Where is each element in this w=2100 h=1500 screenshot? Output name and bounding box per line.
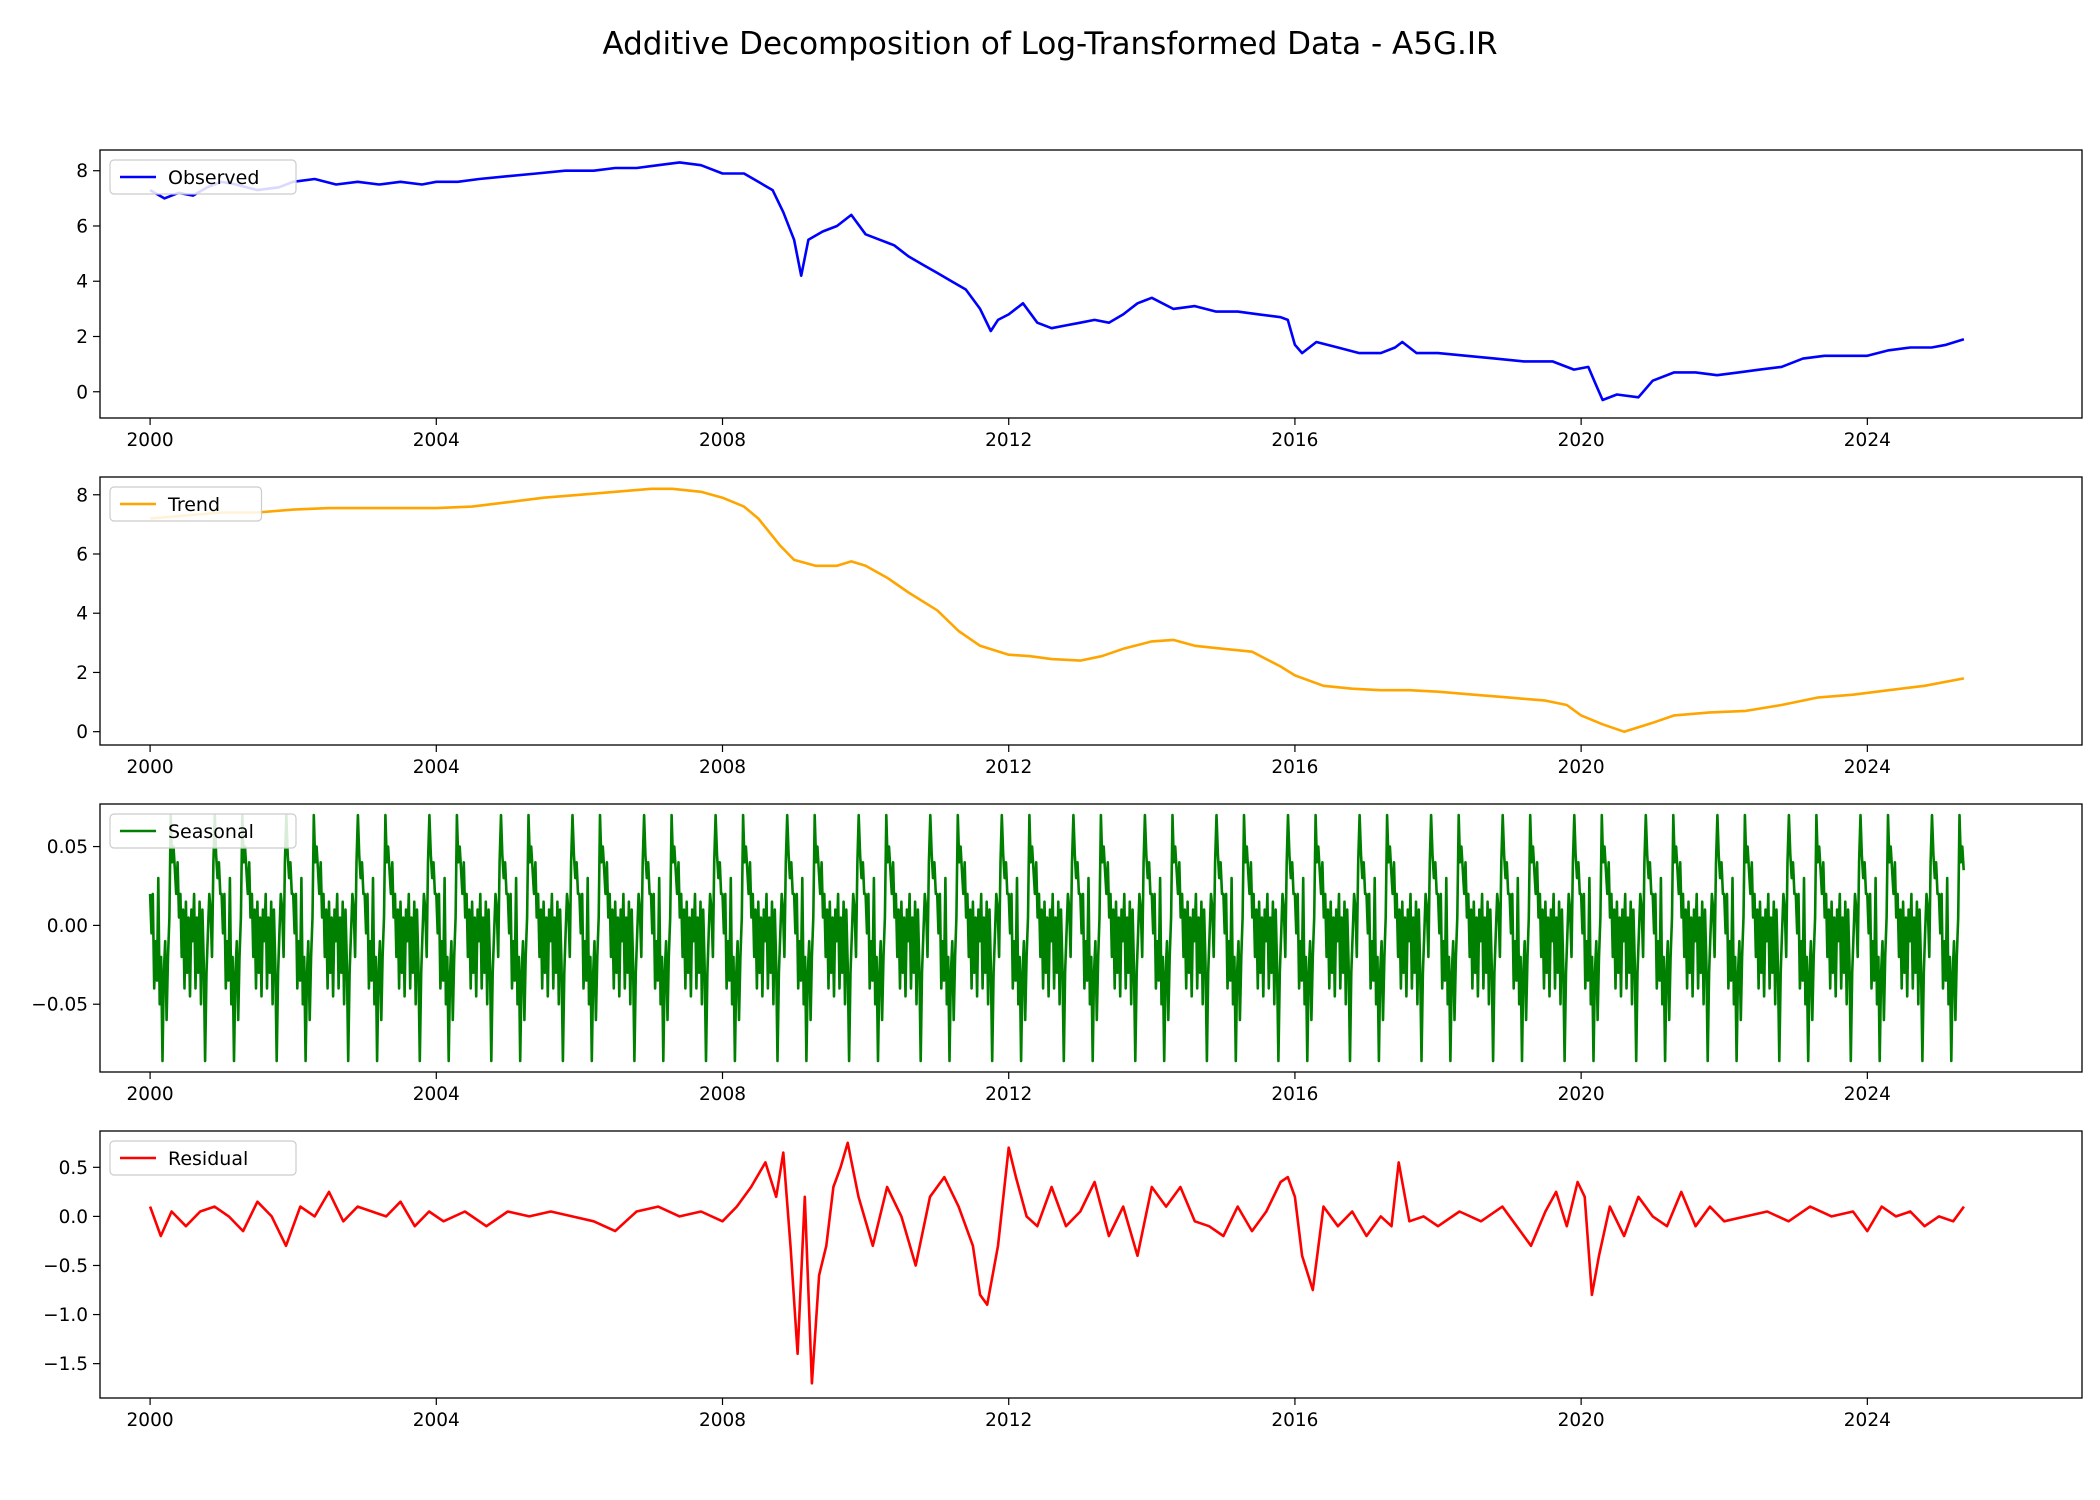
seasonal-x-tick-label: 2000	[127, 1084, 174, 1105]
trend-series-line	[149, 487, 1965, 733]
trend-y-tick-label: 2	[76, 663, 88, 684]
seasonal-y-tick-label: 0.00	[47, 916, 88, 937]
trend-panel: 2000 2004 2008 2012 2016 2020 2024 0 2 4 6 8 Trend	[76, 476, 2083, 778]
residual-y-tick-label: −1.0	[43, 1305, 88, 1326]
figure-title: Additive Decomposition of Log-Transforme…	[602, 26, 1497, 62]
residual-x-tick-label: 2008	[699, 1410, 746, 1431]
trend-y-tick-label: 6	[76, 544, 88, 565]
residual-y-tick-label: 0.5	[59, 1158, 88, 1179]
trend-x-tick-label: 2016	[1271, 757, 1318, 778]
residual-y-tick-label: −1.5	[43, 1354, 88, 1375]
observed-x-tick-label: 2020	[1558, 430, 1605, 451]
residual-x-tick-label: 2004	[413, 1410, 460, 1431]
residual-x-tick-label: 2024	[1844, 1410, 1891, 1431]
observed-x-tick-label: 2000	[127, 430, 174, 451]
trend-legend-box	[109, 486, 263, 522]
observed-y-tick-label: 6	[76, 216, 88, 237]
seasonal-x-tick-label: 2016	[1271, 1084, 1318, 1105]
trend-x-tick-label: 2004	[413, 757, 460, 778]
residual-legend: Residual	[109, 1140, 297, 1176]
trend-x-tick-label: 2024	[1844, 757, 1891, 778]
residual-y-tick-label: 0.0	[59, 1207, 88, 1228]
residual-axes-frame	[99, 1130, 2083, 1399]
residual-legend-box	[109, 1140, 297, 1176]
trend-legend-label: Trend	[167, 494, 220, 516]
panels: 2000 2004 2008 2012 2016 2020 2024 0 2 4 6 8 Observe…	[31, 149, 2083, 1431]
observed-x-tick-label: 2012	[985, 430, 1032, 451]
observed-axes-frame	[99, 149, 2083, 419]
observed-legend-box	[109, 159, 297, 195]
trend-y-tick-label: 8	[76, 485, 88, 506]
seasonal-x-tick-label: 2020	[1558, 1084, 1605, 1105]
residual-x-tick-label: 2000	[127, 1410, 174, 1431]
residual-panel: 2000 2004 2008 2012 2016 2020 2024 −1.5 −1.0 −0.5…	[43, 1130, 2083, 1431]
observed-legend-label: Observed	[168, 167, 259, 189]
residual-x-tick-label: 2016	[1271, 1410, 1318, 1431]
trend-legend: Trend	[109, 486, 263, 522]
seasonal-x-tick-label: 2004	[413, 1084, 460, 1105]
trend-x-tick-label: 2012	[985, 757, 1032, 778]
residual-series-line	[148, 1141, 1965, 1385]
residual-y-tick-label: −0.5	[43, 1256, 88, 1277]
trend-y-tick-label: 0	[76, 722, 88, 743]
seasonal-axes-frame	[99, 803, 2083, 1073]
trend-x-tick-label: 2020	[1558, 757, 1605, 778]
seasonal-series-line	[148, 813, 1965, 1063]
observed-x-tick-label: 2024	[1844, 430, 1891, 451]
trend-x-tick-label: 2000	[127, 757, 174, 778]
seasonal-x-tick-label: 2008	[699, 1084, 746, 1105]
seasonal-y-tick-label: −0.05	[31, 995, 88, 1016]
observed-x-tick-label: 2004	[413, 430, 460, 451]
observed-x-tick-label: 2016	[1271, 430, 1318, 451]
observed-y-tick-label: 4	[76, 272, 88, 293]
seasonal-x-tick-label: 2012	[985, 1084, 1032, 1105]
residual-x-tick-label: 2012	[985, 1410, 1032, 1431]
seasonal-panel: 2000 2004 2008 2012 2016 2020 2024 −0.05 0.00 0.0…	[31, 803, 2083, 1105]
residual-x-tick-label: 2020	[1558, 1410, 1605, 1431]
seasonal-legend-box	[109, 813, 297, 849]
seasonal-x-tick-label: 2024	[1844, 1084, 1891, 1105]
residual-legend-label: Residual	[168, 1148, 248, 1170]
trend-axes-frame	[99, 476, 2083, 746]
observed-y-tick-label: 2	[76, 327, 88, 348]
observed-y-tick-label: 0	[76, 382, 88, 403]
observed-x-tick-label: 2008	[699, 430, 746, 451]
seasonal-legend: Seasonal	[109, 813, 297, 849]
trend-y-tick-label: 4	[76, 604, 88, 625]
observed-series-line	[149, 161, 1965, 402]
observed-panel: 2000 2004 2008 2012 2016 2020 2024 0 2 4 6 8 Observe…	[76, 149, 2083, 451]
seasonal-y-tick-label: 0.05	[47, 837, 88, 858]
observed-y-tick-label: 8	[76, 161, 88, 182]
trend-x-tick-label: 2008	[699, 757, 746, 778]
seasonal-legend-label: Seasonal	[168, 821, 254, 843]
observed-legend: Observed	[109, 159, 297, 195]
